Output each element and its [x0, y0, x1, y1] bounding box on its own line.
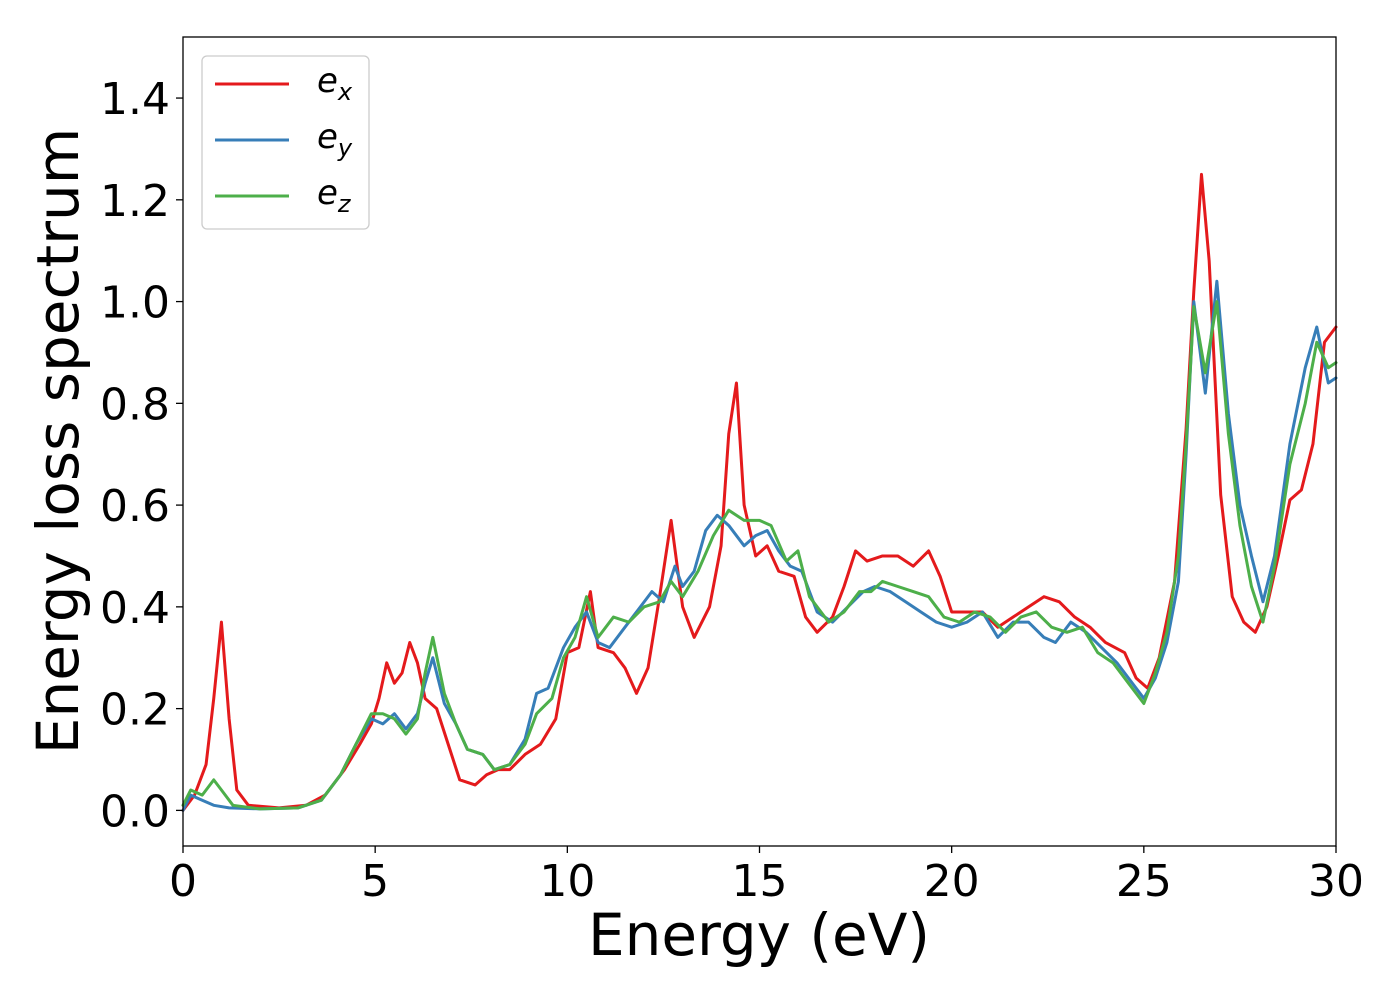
y-tick-label: 1.0 [100, 278, 170, 329]
legend: ex ey ez [201, 55, 370, 230]
series-line-ex [181, 172, 1338, 812]
y-tick-label: 0.0 [100, 786, 170, 837]
x-tick-label: 30 [1308, 856, 1364, 907]
y-tick-label: 0.6 [100, 481, 170, 532]
y-tick-label: 1.2 [100, 176, 170, 227]
legend-label-ex: ex [317, 61, 353, 106]
y-tick-label: 0.4 [100, 583, 170, 634]
series-layer [181, 172, 1338, 812]
series-line-ez [181, 300, 1338, 811]
y-tick-label: 0.8 [100, 379, 170, 430]
x-tick-label: 15 [732, 856, 788, 907]
x-axis: 0 5 10 15 20 25 30 [169, 846, 1364, 907]
legend-label-ez: ez [317, 173, 352, 218]
x-tick-label: 0 [169, 856, 197, 907]
y-axis: 0.0 0.2 0.4 0.6 0.8 1.0 1.2 1.4 [100, 74, 183, 837]
x-tick-label: 25 [1116, 856, 1172, 907]
y-tick-label: 0.2 [100, 685, 170, 736]
legend-label-ey: ey [317, 117, 353, 162]
y-axis-title: Energy loss spectrum [24, 128, 92, 754]
x-tick-label: 20 [924, 856, 980, 907]
x-axis-title: Energy (eV) [588, 901, 930, 969]
y-tick-label: 1.4 [100, 74, 170, 125]
x-tick-label: 5 [361, 856, 389, 907]
x-tick-label: 10 [539, 856, 595, 907]
legend-box [201, 55, 370, 230]
